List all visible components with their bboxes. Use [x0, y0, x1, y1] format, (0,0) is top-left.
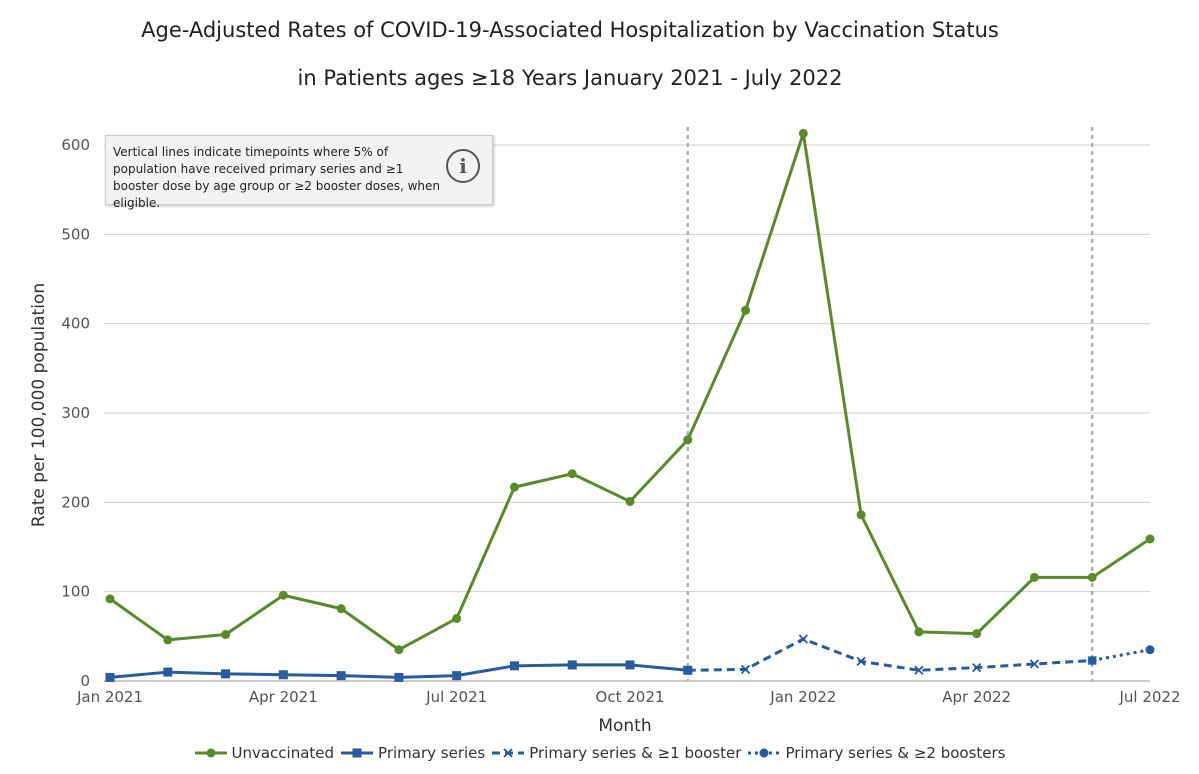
x-axis-title: Month [598, 716, 651, 736]
data-point [856, 510, 866, 520]
data-point [394, 645, 404, 655]
data-point [914, 627, 924, 637]
data-point [1029, 572, 1039, 582]
legend-label: Unvaccinated [231, 744, 335, 762]
legend-swatch-marker [206, 748, 215, 758]
data-point [625, 496, 635, 506]
data-point [105, 594, 115, 604]
legend-swatch-marker [352, 748, 362, 758]
data-point [856, 656, 866, 666]
chart-title: Age-Adjusted Rates of COVID-19-Associate… [141, 18, 999, 42]
y-tick-label: 600 [61, 136, 90, 154]
y-axis-title: Rate per 100,000 population [29, 283, 49, 527]
data-point [1087, 572, 1097, 582]
legend-swatch [341, 748, 374, 758]
legend-label: Primary series & ≥1 booster [529, 744, 742, 762]
annotation-text: Vertical lines indicate timepoints where… [113, 145, 441, 210]
x-tick-label: Jan 2022 [769, 688, 836, 706]
data-point [278, 590, 288, 600]
y-tick-label: 100 [61, 583, 90, 601]
data-point [394, 672, 404, 682]
y-tick-label: 500 [61, 225, 90, 243]
legend-label: Primary series & ≥2 boosters [785, 744, 1006, 762]
legend-label: Primary series [378, 744, 486, 762]
legend-swatch-marker [759, 748, 769, 758]
data-point [221, 669, 231, 679]
legend-item[interactable]: Primary series & ≥2 boosters [747, 744, 1006, 762]
legend-item[interactable]: Primary series [340, 744, 485, 762]
data-point [452, 613, 462, 623]
x-tick-label: Jul 2021 [425, 688, 487, 706]
legend-swatch [492, 748, 525, 758]
series-line-2 [687, 637, 1093, 672]
x-tick-label: Jan 2021 [76, 688, 143, 706]
annotation-box: Vertical lines indicate timepoints where… [105, 135, 493, 210]
x-tick-label: Apr 2022 [942, 688, 1011, 706]
data-point [972, 662, 982, 673]
data-point [278, 670, 288, 680]
data-point [683, 435, 693, 445]
legend-swatch-marker [503, 748, 513, 758]
data-point [741, 305, 751, 315]
data-point [914, 665, 924, 675]
y-tick-label: 300 [61, 404, 90, 422]
data-point [1029, 659, 1040, 669]
data-point [163, 635, 173, 645]
data-point [509, 482, 519, 492]
data-point [221, 630, 231, 640]
data-point [163, 667, 173, 677]
x-tick-label: Oct 2021 [596, 688, 665, 706]
data-point [105, 672, 115, 682]
y-tick-label: 200 [61, 493, 90, 511]
info-icon[interactable]: i [446, 149, 480, 183]
data-point [1145, 534, 1155, 544]
legend-item[interactable]: Unvaccinated [194, 744, 335, 762]
y-tick-label: 0 [80, 672, 90, 690]
chart-subtitle: in Patients ages ≥18 Years January 2021 … [297, 66, 843, 90]
data-point [567, 660, 577, 670]
data-point [452, 671, 462, 681]
data-point [798, 128, 808, 138]
x-tick-label: Apr 2021 [249, 688, 318, 706]
data-point [1145, 645, 1155, 655]
data-point [740, 664, 751, 675]
data-point [1087, 655, 1097, 665]
data-point [567, 469, 577, 479]
series-line-3 [1091, 648, 1151, 662]
data-point [509, 661, 519, 671]
data-point [683, 665, 693, 675]
data-point [972, 629, 982, 639]
legend-swatch [194, 748, 227, 758]
data-point [625, 660, 635, 670]
legend-item[interactable]: Primary series & ≥1 booster [491, 744, 741, 762]
data-point [336, 604, 346, 614]
data-point [798, 634, 808, 644]
legend-swatch [748, 748, 781, 758]
y-tick-label: 400 [61, 315, 90, 333]
x-tick-label: Jul 2022 [1118, 688, 1180, 706]
data-point [336, 671, 346, 681]
chart-legend: Unvaccinated Primary series Primary series… [0, 744, 1199, 762]
